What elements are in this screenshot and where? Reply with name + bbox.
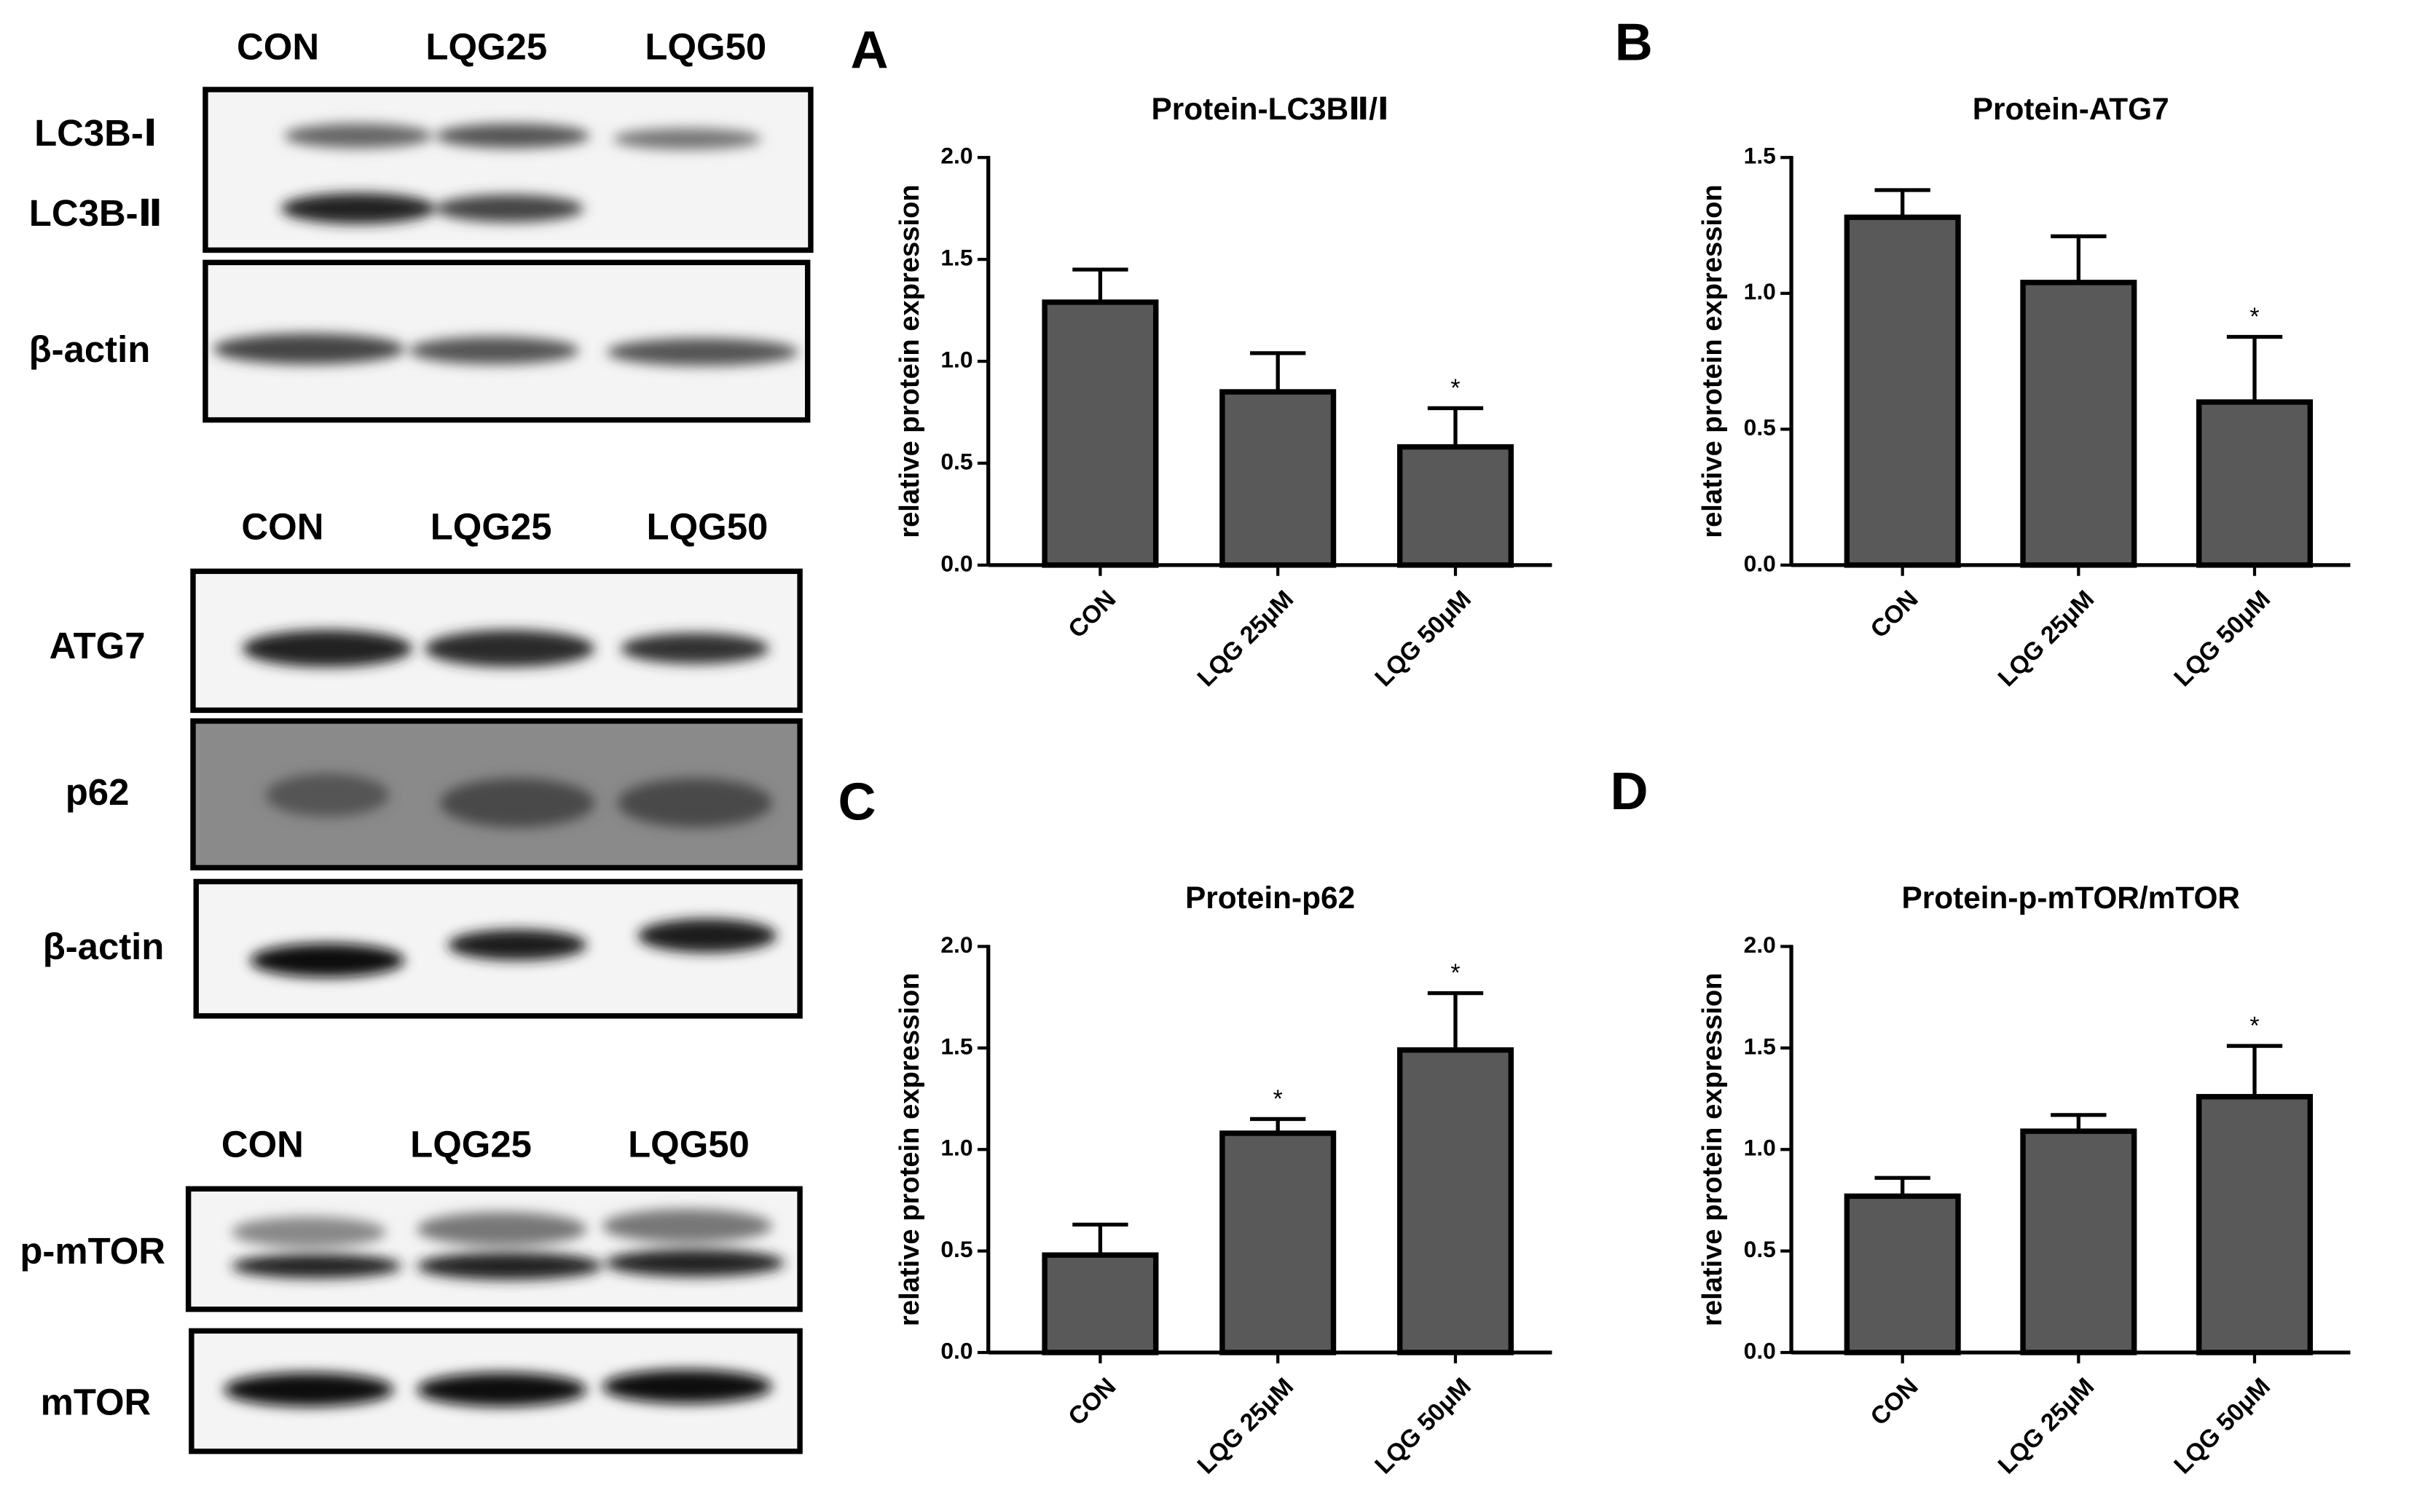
bands — [242, 629, 777, 977]
bar — [2020, 280, 2137, 568]
x-tick-label: CON — [1063, 1373, 1121, 1431]
blot-group-1: CON LQG25 LQG50 LC3B-Ⅰ LC3B-Ⅱ β-actin — [29, 25, 814, 423]
panel-letter: A — [850, 21, 888, 79]
error-bar — [1250, 351, 1306, 393]
error-bar — [2051, 1113, 2107, 1132]
y-tick-label: 1.5 — [940, 245, 972, 271]
lane-label: LQG25 — [410, 1124, 532, 1165]
row-label: LC3B-Ⅱ — [29, 192, 162, 234]
y-tick-label: 1.0 — [1744, 1135, 1776, 1161]
bar — [1396, 444, 1514, 568]
bar — [1396, 1047, 1514, 1355]
y-tick-label: 1.5 — [940, 1033, 972, 1059]
x-tick-label: LQG 25μM — [1192, 1373, 1299, 1480]
y-axis-label: relative protein expression — [894, 184, 925, 538]
y-tick-label: 1.0 — [940, 346, 972, 372]
error-bar — [1427, 991, 1484, 1050]
panel-letter: D — [1610, 763, 1648, 821]
panel-letter: B — [1615, 14, 1653, 72]
y-tick-label: 0.5 — [1744, 414, 1776, 441]
bar — [2196, 399, 2314, 568]
lane-label: CON — [237, 25, 319, 67]
blot-box — [203, 87, 814, 253]
y-tick-label: 0.5 — [940, 1236, 972, 1262]
y-tick-label: 0.5 — [1744, 1236, 1776, 1262]
chart-title: Protein-p62 — [1185, 881, 1355, 915]
x-tick-label: LQG 50μM — [2169, 1373, 2276, 1480]
y-tick-label: 2.0 — [940, 932, 972, 958]
y-tick-label: 0.0 — [940, 1337, 972, 1363]
y-tick-label: 0.0 — [940, 550, 972, 576]
x-tick-label: LQG 25μM — [1192, 585, 1299, 692]
bar — [1219, 1130, 1337, 1355]
error-bar — [1874, 1176, 1930, 1197]
x-tick-label: CON — [1865, 585, 1923, 643]
x-tick-label: LQG 25μM — [1993, 1373, 2100, 1480]
x-tick-label: LQG 50μM — [1369, 585, 1477, 692]
row-label: mTOR — [41, 1382, 152, 1423]
bar — [2196, 1094, 2314, 1355]
y-axis-label: relative protein expression — [1697, 184, 1728, 538]
y-tick-label: 1.5 — [1744, 143, 1776, 169]
y-tick-label: 0.0 — [1744, 1337, 1776, 1363]
error-bar — [1072, 267, 1128, 302]
chart-title: Protein-ATG7 — [1973, 92, 2169, 126]
row-label: β-actin — [29, 328, 151, 370]
bands — [213, 123, 798, 366]
lane-label: LQG50 — [628, 1124, 750, 1165]
y-tick-label: 0.5 — [940, 448, 972, 474]
blot-group-3: CON LQG25 LQG50 p-mTOR mTOR — [20, 1124, 803, 1454]
bar — [1844, 1193, 1961, 1355]
error-bar — [2051, 234, 2107, 283]
error-bar — [2226, 1044, 2283, 1097]
row-label: LC3B-Ⅰ — [34, 112, 157, 154]
blot-box — [185, 1186, 803, 1312]
row-label: p-mTOR — [20, 1230, 165, 1272]
bar — [2020, 1128, 2137, 1355]
panel-letter: C — [838, 773, 876, 832]
error-bar — [1072, 1222, 1128, 1256]
x-tick-label: LQG 25μM — [1993, 585, 2100, 692]
lane-label: CON — [221, 1124, 304, 1165]
significance-mark: * — [1450, 959, 1460, 987]
error-bar — [1874, 188, 1930, 218]
y-tick-label: 2.0 — [1744, 932, 1776, 958]
x-tick-label: CON — [1063, 585, 1121, 643]
lane-label: LQG50 — [645, 25, 766, 67]
x-tick-label: LQG 50μM — [2169, 585, 2276, 692]
lane-label: LQG50 — [647, 506, 769, 548]
row-label: β-actin — [43, 926, 165, 967]
bands — [224, 1208, 785, 1407]
lane-label: CON — [241, 506, 323, 548]
bar — [1844, 214, 1961, 568]
chart-title: Protein-p-mTOR/mTOR — [1901, 881, 2240, 915]
significance-mark: * — [2249, 303, 2259, 331]
error-bar — [2226, 334, 2283, 403]
blot-group-2: CON LQG25 LQG50 ATG7 p62 β-actin — [43, 506, 803, 1019]
y-tick-label: 1.0 — [940, 1135, 972, 1161]
row-label: ATG7 — [50, 625, 146, 666]
significance-mark: * — [2249, 1012, 2259, 1040]
bar — [1219, 389, 1337, 568]
significance-mark: * — [1450, 374, 1460, 402]
lane-label: LQG25 — [425, 25, 547, 67]
x-tick-label: LQG 50μM — [1369, 1373, 1477, 1480]
error-bar — [1427, 406, 1484, 447]
y-tick-label: 2.0 — [940, 143, 972, 169]
lane-label: LQG25 — [431, 506, 552, 548]
bar — [1042, 1252, 1159, 1355]
y-tick-label: 1.0 — [1744, 278, 1776, 304]
y-axis-label: relative protein expression — [894, 973, 925, 1326]
y-tick-label: 1.5 — [1744, 1033, 1776, 1059]
chart-title: Protein-LC3BⅡ/Ⅰ — [1151, 92, 1388, 126]
y-tick-label: 0.0 — [1744, 550, 1776, 576]
bar — [1042, 299, 1159, 568]
y-axis-label: relative protein expression — [1697, 973, 1728, 1326]
x-tick-label: CON — [1865, 1373, 1923, 1431]
row-label: p62 — [66, 771, 130, 813]
significance-mark: * — [1273, 1085, 1283, 1113]
